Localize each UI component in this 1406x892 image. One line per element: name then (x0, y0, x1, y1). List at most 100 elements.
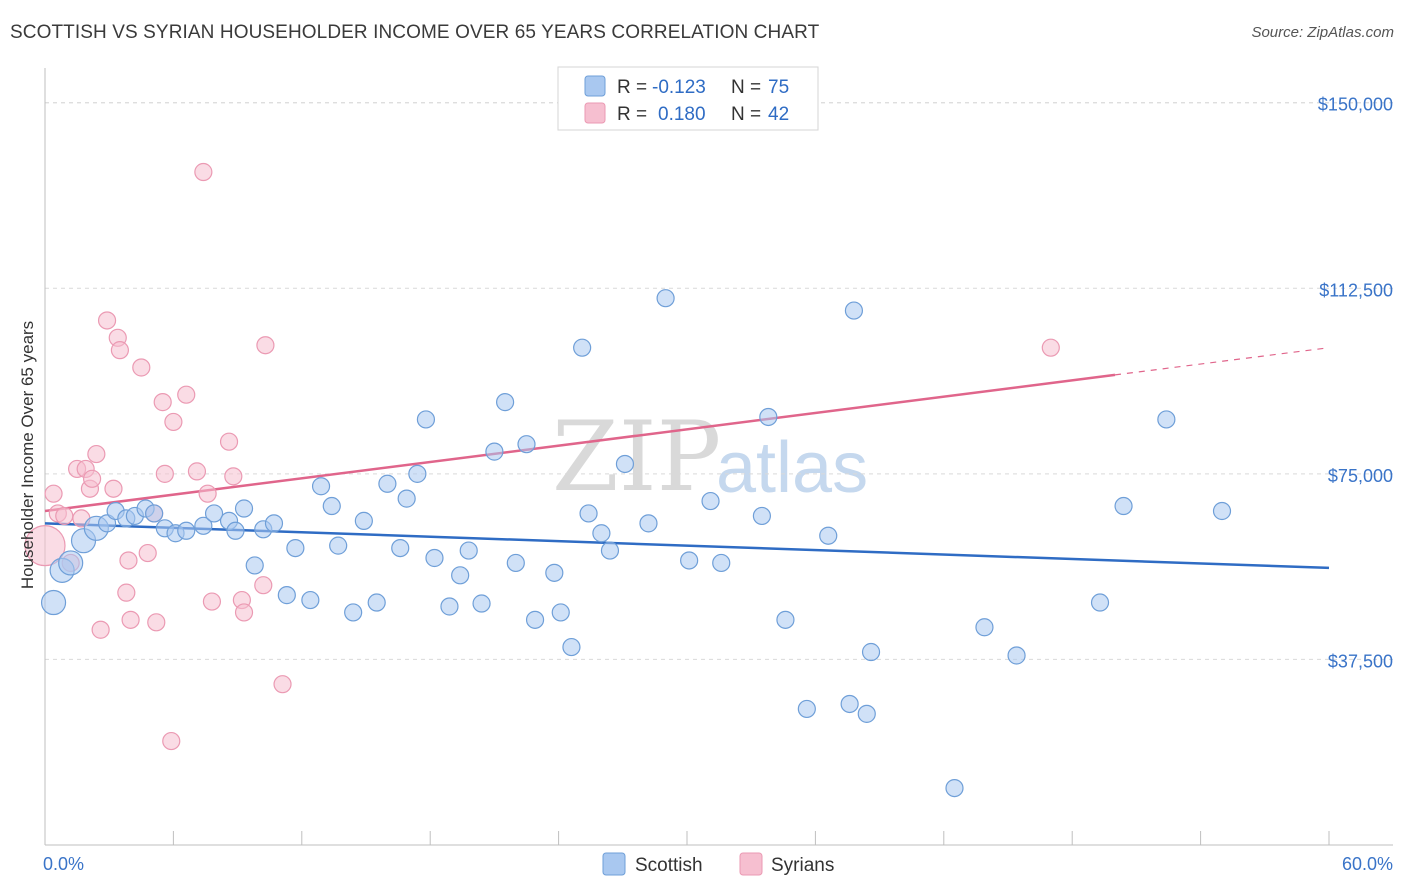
scottish-point (1090, 593, 1110, 612)
syrians-trend-line (44, 373, 1116, 513)
syrians-point (1041, 338, 1060, 357)
scottish-point (344, 603, 363, 622)
scottish-point (656, 289, 675, 308)
syrians-point (164, 412, 183, 432)
scottish-point (1114, 496, 1133, 516)
syrians-point (132, 358, 151, 377)
scottish-point (819, 526, 838, 545)
syrians-point (177, 385, 196, 404)
syrians-point (44, 484, 63, 503)
syrians-point (153, 393, 172, 412)
legend-label-syrians: Syrians (771, 855, 834, 876)
scottish-point (58, 550, 84, 576)
stats-r-value-scottish: -0.123 (652, 77, 706, 98)
scottish-point (797, 699, 816, 719)
syrians-point (97, 311, 117, 330)
syrians-point (219, 432, 239, 451)
syrians-point (194, 162, 213, 182)
syrians-point (117, 583, 136, 602)
y-axis-label: Householder Income Over 65 years (18, 321, 37, 589)
scottish-point (517, 435, 536, 454)
legend-swatch-syrians (739, 852, 763, 876)
scottish-point (857, 704, 876, 723)
stats-r-label-scottish: R = (617, 77, 647, 98)
syrians-point (273, 675, 292, 694)
syrians-point (119, 551, 138, 570)
scottish-point (234, 499, 254, 518)
scottish-point (680, 551, 699, 570)
scottish-point (840, 694, 859, 714)
y-tick-label: $37,500 (1328, 651, 1393, 671)
scottish-point (506, 553, 525, 573)
x-tick-min: 0.0% (43, 854, 84, 874)
scottish-point (416, 410, 436, 429)
y-tick-label: $75,000 (1328, 466, 1393, 486)
scottish-point (425, 548, 444, 568)
scottish-point (844, 301, 864, 320)
syrians-point (202, 592, 222, 611)
scottish-point (592, 524, 611, 543)
scottish-point (496, 393, 515, 412)
scottish-point (485, 442, 504, 461)
scottish-point (378, 474, 397, 493)
scottish-point (545, 563, 564, 582)
scottish-point (1007, 646, 1026, 665)
syrians-point (256, 336, 275, 355)
scottish-point (776, 610, 795, 629)
syrians-point (198, 484, 217, 503)
scottish-point (615, 454, 635, 474)
scottish-point (177, 521, 196, 540)
syrians-point (87, 444, 106, 464)
syrians-point (24, 525, 66, 567)
scottish-point (701, 491, 720, 511)
syrians-point (187, 462, 207, 481)
stats-n-label-syrians: N = (731, 104, 761, 125)
x-tick-max: 60.0% (1342, 854, 1393, 874)
scottish-point (551, 603, 570, 622)
series-legend: Scottish Syrians (602, 852, 834, 876)
scottish-point (277, 586, 296, 605)
chart-title: SCOTTISH VS SYRIAN HOUSEHOLDER INCOME OV… (10, 22, 820, 43)
scottish-point (204, 504, 224, 523)
scottish-point (752, 506, 772, 526)
scottish-point (579, 504, 598, 523)
stats-n-value-syrians: 42 (768, 104, 789, 125)
scottish-point (573, 338, 592, 357)
syrians-point (155, 464, 174, 483)
syrians-point (91, 620, 110, 639)
scottish-point (245, 556, 264, 575)
watermark-zip: ZIP (552, 401, 721, 513)
syrians-points (24, 162, 1060, 751)
scottish-point (322, 496, 341, 516)
y-tick-label: $112,500 (1319, 280, 1393, 300)
watermark: ZIP atlas (552, 401, 868, 513)
scottish-point (408, 464, 427, 483)
scottish-point (712, 553, 731, 573)
scottish-point (97, 514, 117, 533)
syrians-point (162, 731, 181, 751)
scottish-point (472, 594, 491, 613)
syrians-point (82, 469, 102, 488)
scottish-point (40, 589, 67, 616)
axes (44, 68, 1393, 846)
scottish-point (354, 511, 373, 530)
syrians-point (104, 479, 123, 498)
y-tick-label: $150,000 (1318, 95, 1393, 115)
syrians-point (121, 610, 140, 629)
syrians-point (138, 543, 157, 563)
scottish-point (286, 538, 305, 558)
scottish-point (397, 489, 416, 508)
syrians-trend-extension (1114, 347, 1330, 376)
syrians-point (254, 576, 273, 595)
source-label: Source: ZipAtlas.com (1251, 24, 1394, 41)
scottish-point (1212, 501, 1232, 521)
scottish-point (945, 778, 964, 798)
legend-swatch-scottish (602, 852, 626, 876)
scottish-point (639, 514, 658, 533)
gridlines (45, 102, 1393, 660)
scottish-point (459, 541, 478, 560)
syrians-point (55, 506, 74, 526)
scottish-point (759, 407, 778, 427)
stats-n-value-scottish: 75 (768, 77, 789, 98)
